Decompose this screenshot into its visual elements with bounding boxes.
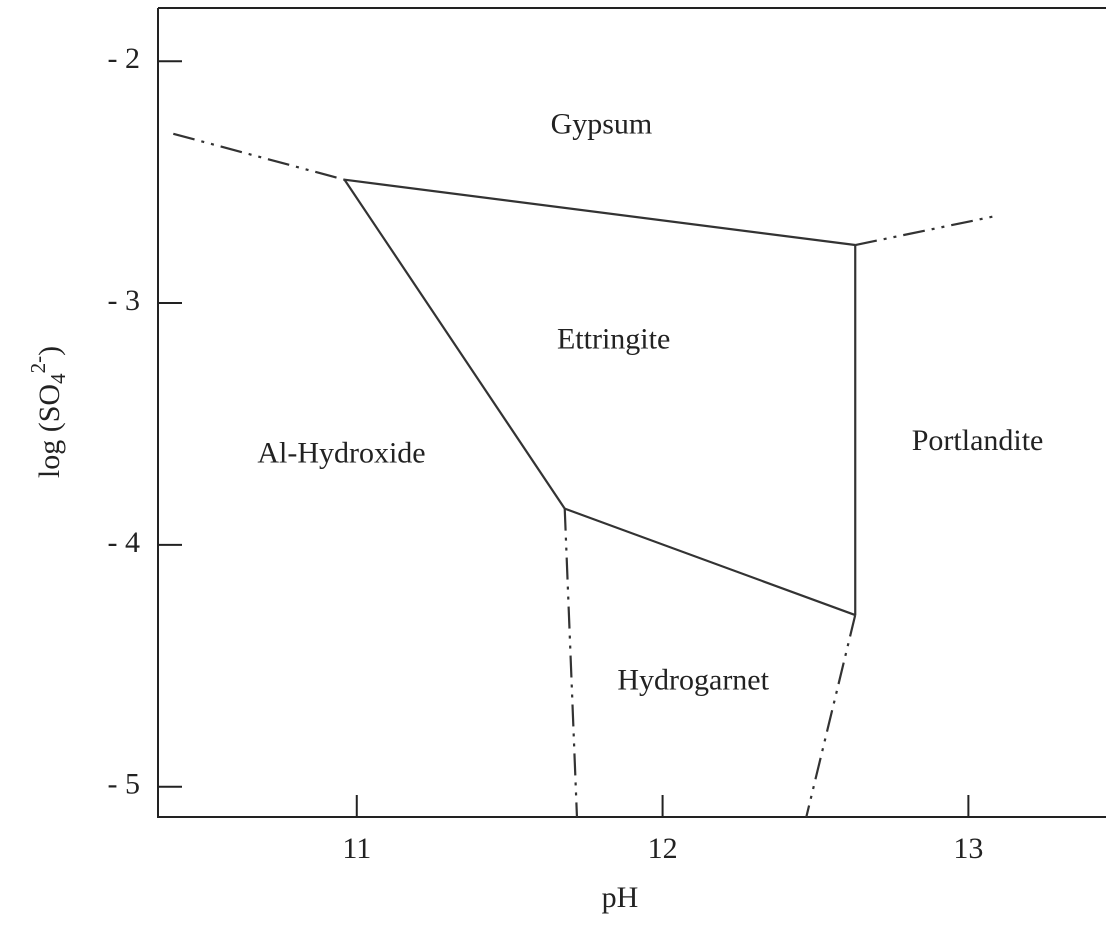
x-tick-label: 11: [342, 832, 371, 865]
y-tick-label: - 3: [108, 284, 141, 317]
boundary-line: [855, 214, 997, 247]
region-label: Gypsum: [551, 107, 653, 140]
boundary-line: [343, 179, 566, 510]
y-label-text: log (SO: [33, 384, 66, 478]
y-label-sup: 2-: [26, 356, 50, 374]
region-label: Ettringite: [557, 323, 670, 356]
boundary-line: [564, 507, 856, 617]
y-axis-label: log (SO42-): [26, 346, 70, 478]
region-label: Al-Hydroxide: [257, 436, 425, 469]
x-tick-label: 12: [648, 832, 678, 865]
region-label: Portlandite: [912, 424, 1044, 457]
y-tick-label: - 2: [108, 42, 141, 75]
y-label-sub: 4: [46, 373, 70, 384]
y-tick-label: - 4: [108, 526, 141, 559]
region-label: Hydrogarnet: [617, 664, 769, 697]
boundary-line: [805, 614, 857, 818]
boundary-line: [344, 178, 856, 247]
x-tick-label: 13: [953, 832, 983, 865]
y-tick-label: - 5: [108, 768, 141, 801]
boundary-line: [563, 508, 579, 818]
x-axis-label: pH: [602, 881, 639, 914]
plot-frame: [157, 7, 1106, 818]
boundary-line: [173, 132, 345, 181]
y-label-end: ): [33, 346, 66, 356]
